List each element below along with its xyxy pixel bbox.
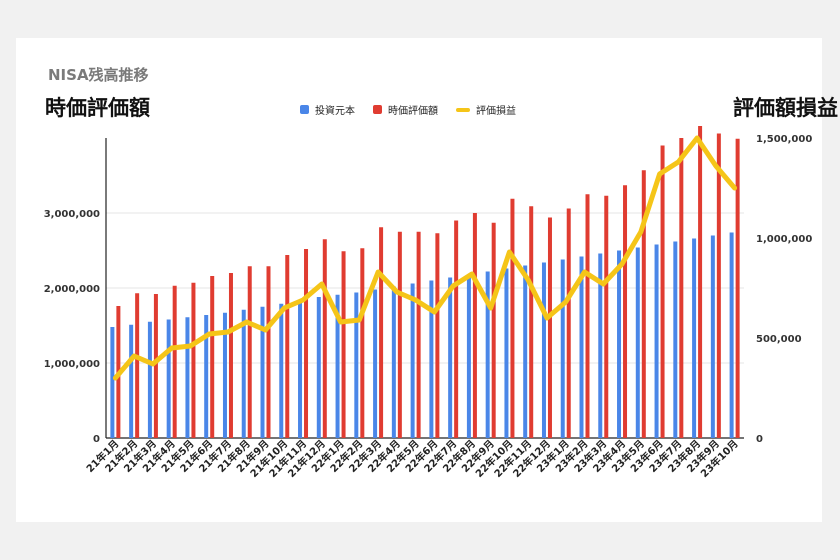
bar-principal [673, 241, 678, 438]
legend-label-principal: 投資元本 [315, 106, 355, 117]
legend-item-profit: 評価損益 [456, 102, 516, 117]
bar-principal [523, 265, 528, 438]
bar-market-value [322, 239, 327, 438]
bar-principal [335, 294, 340, 438]
bar-principal [692, 238, 697, 438]
bar-principal [373, 289, 378, 438]
legend-item-market-value: 時価評価額 [373, 102, 438, 117]
bar-principal [222, 312, 227, 438]
bar-market-value [698, 126, 703, 438]
bar-market-value [191, 282, 196, 438]
bar-market-value [660, 145, 665, 438]
y-left-tick-label: 2,000,000 [44, 284, 100, 295]
y-left-tick-label: 3,000,000 [44, 209, 100, 220]
legend: 投資元本 時価評価額 評価損益 [300, 102, 516, 117]
bar-principal [729, 232, 734, 438]
legend-item-principal: 投資元本 [300, 102, 355, 117]
bar-principal [354, 292, 359, 438]
bar-principal [129, 324, 134, 438]
y-left-tick-label: 1,000,000 [44, 359, 100, 370]
bar-principal [166, 319, 171, 438]
bar-market-value [341, 251, 346, 438]
bar-principal [710, 235, 715, 438]
bar-market-value [529, 206, 534, 438]
legend-label-profit: 評価損益 [476, 106, 516, 117]
legend-swatch-principal [300, 105, 309, 114]
bar-market-value [472, 213, 477, 438]
bar-principal [147, 321, 152, 438]
chart-title: NISA残高推移 [48, 66, 149, 84]
bar-market-value [491, 222, 496, 438]
bar-principal [560, 259, 565, 438]
bar-principal [598, 253, 603, 438]
bar-principal [617, 250, 622, 438]
bar-market-value [566, 208, 571, 438]
right-axis-heading: 評価額損益 [733, 96, 838, 120]
bar-market-value [735, 138, 740, 438]
bar-principal [204, 315, 209, 438]
bar-principal [241, 309, 246, 438]
bar-market-value [304, 249, 309, 438]
bar-market-value [454, 220, 459, 438]
legend-swatch-market-value [373, 105, 382, 114]
bar-market-value [379, 227, 384, 438]
bar-principal [579, 256, 584, 438]
bar-market-value [247, 266, 252, 438]
bar-principal [260, 306, 265, 438]
bar-principal [429, 280, 434, 438]
bar-principal [485, 271, 490, 438]
bar-market-value [435, 233, 440, 438]
bar-market-value [623, 185, 628, 438]
bar-principal [448, 277, 453, 438]
bar-principal [541, 262, 546, 438]
bar-market-value [172, 285, 177, 438]
bar-principal [654, 244, 659, 438]
bar-market-value [641, 170, 646, 438]
left-axis-heading: 時価評価額 [45, 96, 150, 120]
bar-market-value [397, 231, 402, 438]
bar-market-value [604, 195, 609, 438]
bar-principal [635, 247, 640, 438]
bar-market-value [510, 198, 515, 438]
bar-market-value [679, 138, 684, 438]
bar-market-value [210, 276, 215, 438]
legend-label-market-value: 時価評価額 [388, 106, 438, 117]
bar-principal [185, 317, 190, 438]
bar-market-value [416, 231, 421, 438]
y-right-tick-label: 1,000,000 [756, 234, 812, 245]
y-left-tick-label: 0 [93, 434, 100, 445]
bar-principal [110, 327, 115, 438]
bar-principal [298, 300, 303, 438]
bar-principal [316, 297, 321, 438]
bar-market-value [585, 194, 590, 438]
bar-market-value [285, 255, 290, 438]
bar-market-value [547, 217, 552, 438]
bar-market-value [135, 293, 140, 438]
bar-principal [391, 286, 396, 438]
bar-market-value [266, 266, 271, 438]
bar-principal [466, 274, 471, 438]
profit-line [112, 135, 738, 381]
y-right-tick-label: 0 [756, 434, 763, 445]
bar-market-value [228, 273, 233, 438]
bar-principal [504, 268, 509, 438]
y-right-tick-label: 500,000 [756, 334, 802, 345]
bar-market-value [716, 133, 721, 438]
bar-principal [279, 303, 284, 438]
bar-market-value [153, 294, 158, 438]
bar-market-value [360, 248, 365, 438]
legend-swatch-profit [456, 107, 470, 112]
y-right-tick-label: 1,500,000 [756, 134, 812, 145]
bar-principal [410, 283, 415, 438]
